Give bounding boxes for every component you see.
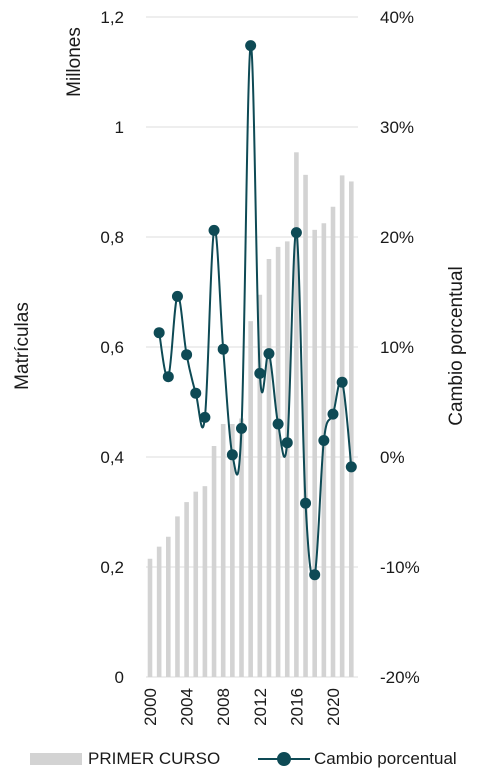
- point-2003: [171, 290, 183, 302]
- x-tick-label: 2020: [324, 688, 343, 726]
- line-series-cambio-porcentual: [153, 40, 357, 581]
- left-axis-ticks: 0 0,2 0,4 0,6 0,8 1 1,2: [100, 8, 124, 687]
- bar-2006: [202, 486, 208, 677]
- point-2012: [254, 367, 266, 379]
- point-2016: [290, 227, 302, 239]
- right-tick-label: -10%: [380, 558, 420, 577]
- left-tick-label: 0,4: [100, 448, 124, 467]
- bar-2016: [294, 152, 299, 678]
- legend: PRIMER CURSO Cambio porcentual: [0, 748, 484, 770]
- point-2006: [199, 411, 211, 423]
- point-2009: [226, 449, 238, 461]
- point-2005: [190, 387, 202, 399]
- right-tick-label: 10%: [380, 338, 414, 357]
- bar-2000: [147, 558, 153, 677]
- point-2017: [300, 497, 312, 509]
- left-tick-label: 1,2: [100, 8, 124, 27]
- left-tick-label: 1: [115, 118, 124, 137]
- legend-item-cambio-porcentual: Cambio porcentual: [258, 748, 457, 770]
- bar-2010: [239, 418, 244, 677]
- bar-2008: [220, 424, 226, 677]
- bar-2001: [156, 546, 162, 677]
- point-2013: [263, 348, 275, 360]
- bar-2020: [330, 206, 336, 677]
- x-tick-label: 2004: [178, 688, 197, 726]
- point-2021: [336, 376, 348, 388]
- right-tick-label: 30%: [380, 118, 414, 137]
- right-axis-ticks: -20% -10% 0% 10% 20% 30% 40%: [380, 8, 420, 687]
- right-tick-label: -20%: [380, 668, 420, 687]
- left-axis-title: Matrículas: [12, 302, 33, 390]
- point-2010: [236, 422, 247, 434]
- left-tick-label: 0,8: [100, 228, 124, 247]
- bar-2022: [349, 181, 354, 677]
- right-tick-label: 0%: [380, 448, 405, 467]
- point-2004: [181, 349, 193, 361]
- right-tick-label: 20%: [380, 228, 414, 247]
- legend-label-cambio-porcentual: Cambio porcentual: [314, 749, 457, 768]
- right-tick-label: 40%: [380, 8, 414, 27]
- right-axis-title: Cambio porcentual: [446, 266, 467, 425]
- x-tick-label: 2008: [214, 688, 233, 726]
- point-2002: [162, 371, 174, 383]
- bar-2018: [312, 229, 317, 677]
- point-2022: [345, 461, 357, 473]
- bar-2021: [339, 175, 345, 677]
- bar-2007: [211, 446, 217, 677]
- point-2018: [309, 569, 321, 581]
- point-2008: [217, 343, 229, 355]
- point-2007: [208, 224, 220, 236]
- legend-bar-swatch: [30, 753, 82, 765]
- point-2014: [272, 418, 284, 430]
- point-2015: [281, 437, 293, 449]
- x-tick-label: 2016: [287, 688, 306, 726]
- x-tick-label: 2000: [141, 688, 160, 726]
- point-2019: [318, 435, 330, 446]
- bar-2004: [184, 502, 189, 677]
- bar-2003: [175, 516, 180, 677]
- bar-series-primer-curso: [147, 152, 354, 678]
- bar-2017: [303, 174, 308, 677]
- bar-2005: [193, 491, 199, 677]
- bar-2015: [284, 241, 290, 677]
- bar-2014: [275, 246, 281, 677]
- legend-label-primer-curso: PRIMER CURSO: [88, 749, 221, 768]
- left-tick-label: 0,6: [100, 338, 124, 357]
- bar-2013: [266, 259, 272, 677]
- bar-2009: [230, 424, 235, 677]
- point-2011: [245, 40, 257, 52]
- bar-2002: [166, 536, 171, 677]
- x-axis-ticks: 2000 2004 2008 2012 2016 2020: [141, 688, 343, 726]
- point-2020: [327, 408, 339, 420]
- point-2001: [153, 327, 165, 339]
- bar-2011: [248, 321, 253, 677]
- x-tick-label: 2012: [251, 688, 270, 726]
- legend-line-swatch: [258, 748, 310, 770]
- bar-2012: [257, 294, 263, 677]
- left-tick-label: 0,2: [100, 558, 124, 577]
- legend-item-primer-curso: PRIMER CURSO: [30, 748, 220, 770]
- left-axis-unit-label: Millones: [64, 27, 85, 97]
- left-tick-label: 0: [115, 668, 124, 687]
